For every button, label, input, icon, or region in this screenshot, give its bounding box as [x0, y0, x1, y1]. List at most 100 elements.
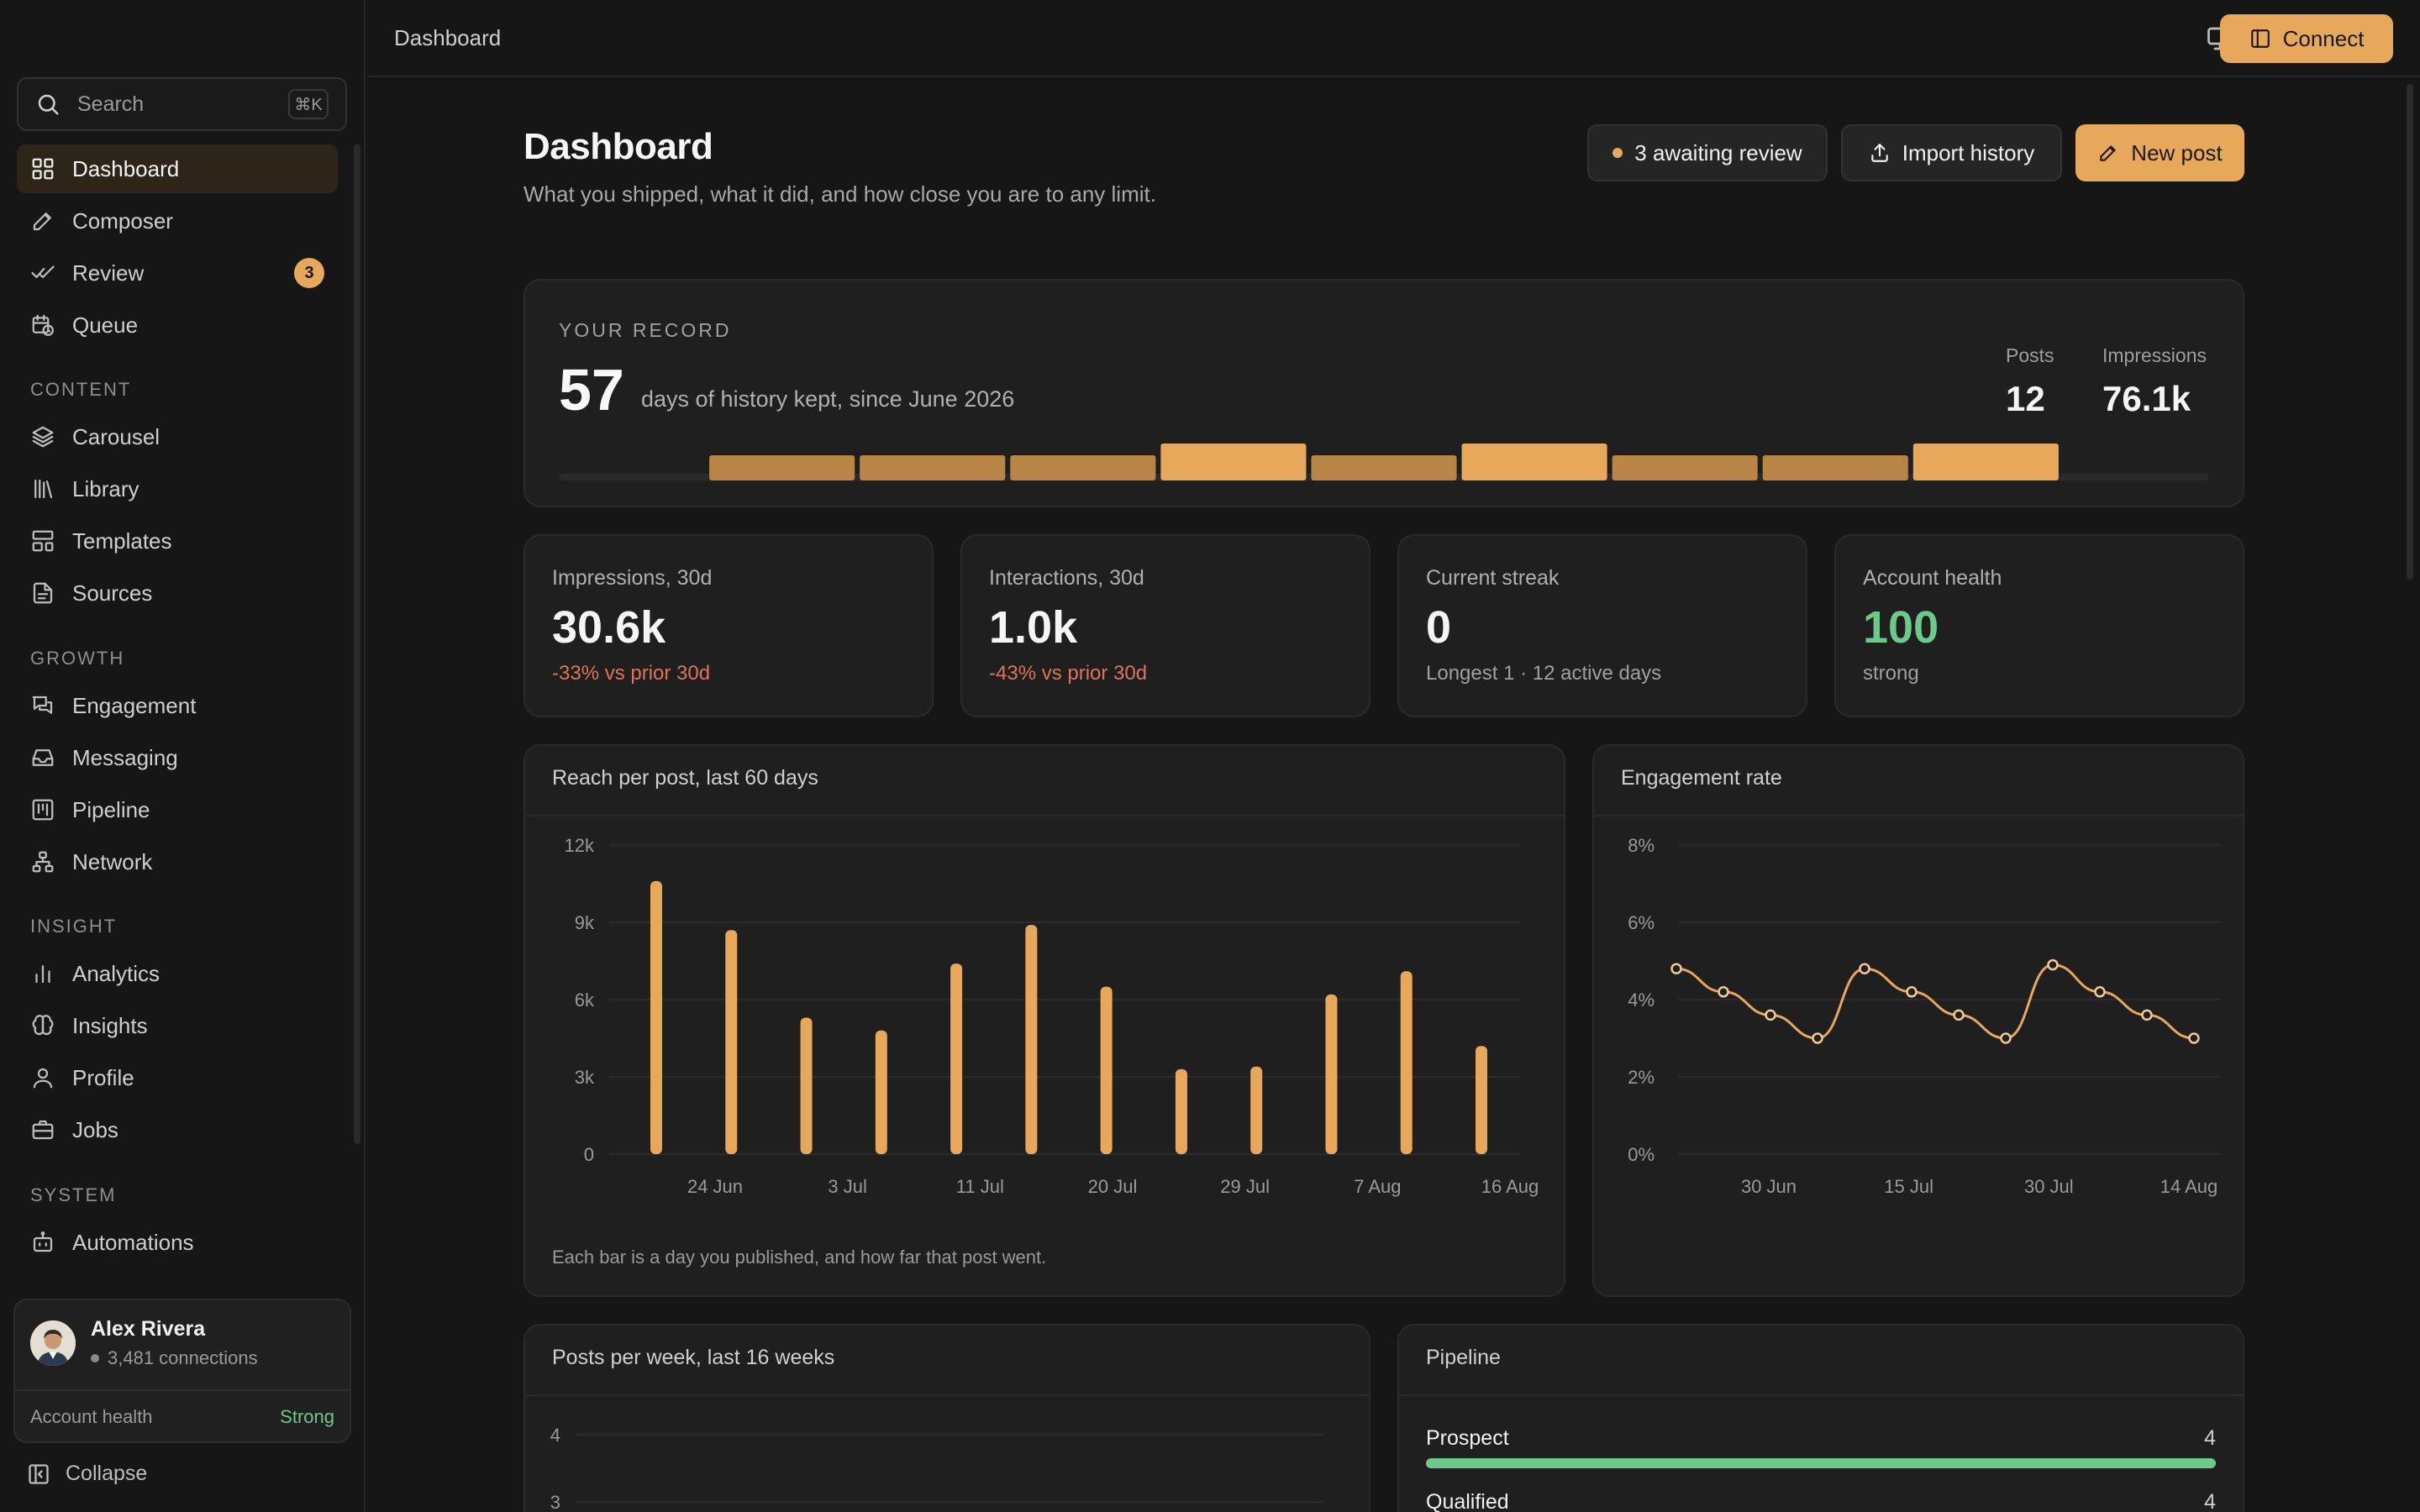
reach-bar[interactable]: [875, 1030, 887, 1154]
reach-chart: 0 3k 6k 9k 12k 24 Jun 3 Jul 11 Jul 20 Jul 29 Jul 7…: [565, 835, 1539, 1197]
collapse-button[interactable]: Collapse: [27, 1462, 147, 1486]
reach-bar[interactable]: [650, 880, 662, 1154]
sidebar-item-analytics[interactable]: Analytics: [17, 949, 338, 998]
record-text: days of history kept, since June 2026: [641, 386, 1015, 412]
y-tick-label: 8%: [1628, 835, 1655, 856]
engagement-point[interactable]: [1906, 986, 1918, 998]
engagement-point[interactable]: [1812, 1032, 1823, 1044]
section-heading: INSIGHT: [30, 916, 118, 937]
reach-bar[interactable]: [1476, 1046, 1487, 1154]
bar-chart-icon: [35, 965, 50, 984]
topbar: Dashboard Connect: [367, 0, 2420, 77]
x-tick-label: 24 Jun: [687, 1176, 743, 1197]
sidebar-item-pipeline[interactable]: Pipeline: [17, 785, 338, 834]
pipeline-row-prospect[interactable]: Prospect 4: [1426, 1426, 2216, 1477]
awaiting-review-button[interactable]: 3 awaiting review: [1587, 124, 1828, 181]
history-segment: [1160, 444, 1307, 480]
chart-title: Reach per post, last 60 days: [552, 766, 818, 790]
sidebar-item-queue[interactable]: Queue: [17, 301, 338, 349]
x-tick-label: 30 Jun: [1741, 1176, 1797, 1197]
sidebar-item-engagement[interactable]: Engagement: [17, 681, 338, 730]
sidebar-item-profile[interactable]: Profile: [17, 1053, 338, 1102]
y-tick-label: 6%: [1628, 912, 1655, 933]
sidebar-item-label: Network: [72, 848, 153, 874]
sidebar-item-carousel[interactable]: Carousel: [17, 412, 338, 461]
engagement-point[interactable]: [1859, 963, 1870, 974]
x-tick-label: 15 Jul: [1884, 1176, 1933, 1197]
search-input[interactable]: Search ⌘K: [17, 77, 347, 131]
engagement-chart-card: Engagement rate 0% 2% 4% 6% 8% 30 Jun 15 Jul 30…: [1592, 744, 2244, 1297]
record-days: 57: [559, 357, 624, 423]
account-health-value: Strong: [280, 1406, 334, 1427]
brain-icon: [32, 1015, 54, 1036]
engagement-point[interactable]: [1953, 1009, 1965, 1021]
x-tick-label: 14 Aug: [2160, 1176, 2218, 1197]
user-connections: 3,481 connections: [91, 1347, 258, 1369]
kpi-interactions-card: Interactions, 30d 1.0k -43% vs prior 30d: [960, 534, 1370, 717]
kanban-icon: [32, 799, 54, 821]
connect-button[interactable]: Connect: [2220, 14, 2393, 63]
y-tick-label: 3: [550, 1492, 560, 1512]
sidebar-item-network[interactable]: Network: [17, 837, 338, 886]
sidebar-scrollbar[interactable]: [354, 144, 360, 1144]
reach-bar[interactable]: [725, 930, 738, 1154]
engagement-point[interactable]: [2188, 1032, 2200, 1044]
network-icon: [32, 851, 54, 873]
sidebar-item-automations[interactable]: Automations: [17, 1218, 338, 1267]
reach-bar[interactable]: [1250, 1066, 1263, 1154]
sidebar-item-composer[interactable]: Composer: [17, 197, 338, 245]
x-tick-label: 7 Aug: [1354, 1176, 1401, 1197]
engagement-point[interactable]: [1765, 1009, 1776, 1021]
new-post-label: New post: [2131, 139, 2223, 165]
new-post-button[interactable]: New post: [2075, 124, 2244, 181]
engagement-line: [1676, 963, 2195, 1040]
x-tick-label: 20 Jul: [1088, 1176, 1138, 1197]
reach-bar[interactable]: [1400, 971, 1413, 1154]
avatar: [30, 1320, 76, 1366]
history-segment: [1010, 455, 1156, 480]
sidebar: Search ⌘K Dashboard Composer Review 3 Queue C…: [0, 0, 366, 1512]
reach-bar[interactable]: [950, 963, 963, 1154]
sidebar-item-review[interactable]: Review 3: [17, 249, 338, 297]
kpi-label: Impressions, 30d: [552, 566, 713, 590]
kpi-label: Current streak: [1426, 566, 1560, 590]
impressions-stat: Impressions 76.1k: [2102, 344, 2207, 419]
sidebar-item-insights[interactable]: Insights: [17, 1001, 338, 1050]
chart-title: Pipeline: [1426, 1346, 1501, 1369]
sidebar-item-sources[interactable]: Sources: [17, 569, 338, 617]
import-history-button[interactable]: Import history: [1841, 124, 2062, 181]
inbox-icon: [32, 749, 54, 766]
engagement-point[interactable]: [1670, 963, 1682, 974]
search-icon: [38, 94, 59, 115]
sidebar-item-messaging[interactable]: Messaging: [17, 733, 338, 782]
sidebar-item-jobs[interactable]: Jobs: [17, 1105, 338, 1154]
kpi-value: 0: [1426, 602, 1452, 653]
kpi-sub: Longest 1 · 12 active days: [1426, 662, 1662, 685]
reach-bar[interactable]: [1175, 1068, 1187, 1154]
engagement-point[interactable]: [2141, 1009, 2153, 1021]
user-card[interactable]: Alex Rivera 3,481 connections Account he…: [13, 1299, 351, 1443]
sidebar-item-templates[interactable]: Templates: [17, 517, 338, 565]
reach-bar[interactable]: [1100, 986, 1113, 1154]
page-title: Dashboard: [523, 126, 713, 167]
collapse-label: Collapse: [66, 1462, 148, 1485]
main-scrollbar[interactable]: [2407, 84, 2413, 580]
reach-bar[interactable]: [800, 1017, 813, 1154]
sidebar-item-label: Templates: [72, 528, 172, 554]
review-count-badge: 3: [294, 258, 324, 288]
x-tick-label: 30 Jul: [2024, 1176, 2074, 1197]
engagement-point[interactable]: [1718, 986, 1729, 998]
sidebar-item-dashboard[interactable]: Dashboard: [17, 144, 338, 193]
x-tick-label: 16 Aug: [1481, 1176, 1539, 1197]
account-health-label: Account health: [30, 1406, 153, 1427]
sidebar-item-library[interactable]: Library: [17, 465, 338, 513]
engagement-point[interactable]: [2094, 986, 2106, 998]
engagement-point[interactable]: [2047, 958, 2059, 971]
kpi-value: 1.0k: [989, 602, 1078, 653]
reach-bar[interactable]: [1325, 994, 1338, 1154]
engagement-point[interactable]: [2000, 1032, 2012, 1044]
reach-bar[interactable]: [1025, 925, 1038, 1154]
history-segment: [1912, 444, 2059, 480]
x-tick-label: 29 Jul: [1220, 1176, 1270, 1197]
pipeline-row-qualified[interactable]: Qualified 4: [1426, 1490, 2216, 1512]
